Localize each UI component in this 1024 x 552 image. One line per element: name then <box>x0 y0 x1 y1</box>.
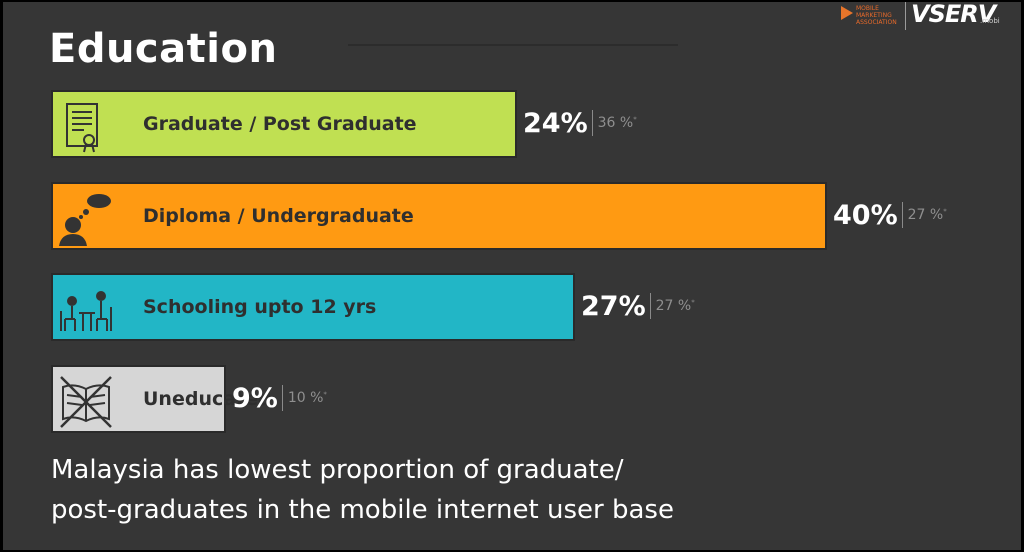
bar-value-label: 24% 36 %* <box>523 103 637 143</box>
bar-uneducated: Uneducated <box>51 365 272 433</box>
footnote-line-2: post-graduates in the mobile internet us… <box>51 495 674 525</box>
comparison-value: 27 %* <box>655 298 695 314</box>
value-separator <box>281 385 283 411</box>
comparison-marker: * <box>691 298 695 307</box>
crossed-book-icon <box>59 375 113 429</box>
bar-schooling-upto-12-yrs: Schooling upto 12 yrs <box>51 273 575 341</box>
value-percent: 27% <box>581 290 646 322</box>
bar-label: Diploma / Undergraduate <box>143 205 414 227</box>
logo-divider <box>905 2 906 30</box>
vserv-logo: VSERV <box>911 0 996 28</box>
value-separator <box>591 110 593 136</box>
bar-label: Schooling upto 12 yrs <box>143 296 377 318</box>
bar-graduate-post-graduate: Graduate / Post Graduate <box>51 90 517 158</box>
value-separator <box>649 293 651 319</box>
bar-diploma-undergraduate: Diploma / Undergraduate <box>51 182 827 250</box>
comparison-marker: * <box>943 207 947 216</box>
title-divider <box>348 44 678 46</box>
vserv-logo-suffix: .mobi <box>980 17 1000 25</box>
comparison-value: 27 %* <box>907 207 947 223</box>
comparison-marker: * <box>323 390 327 399</box>
value-separator <box>901 202 903 228</box>
thinking-person-icon <box>59 192 113 246</box>
comparison-marker: * <box>633 115 637 124</box>
value-percent: 40% <box>833 199 898 231</box>
bar-label: Graduate / Post Graduate <box>143 113 417 135</box>
footnote: Malaysia has lowest proportion of gradua… <box>51 450 751 530</box>
mma-logo-text: MOBILE MARKETING ASSOCIATION <box>856 5 897 26</box>
mma-logo: MOBILE MARKETING ASSOCIATION <box>841 4 901 28</box>
bar-value-label: 9% 10 %* <box>232 378 327 418</box>
bar-value-label: 27% 27 %* <box>581 286 695 326</box>
mma-mark-icon <box>841 6 853 20</box>
footnote-line-1: Malaysia has lowest proportion of gradua… <box>51 455 624 485</box>
comparison-value: 36 %* <box>597 115 637 131</box>
comparison-value: 10 %* <box>287 390 327 406</box>
certificate-icon <box>59 100 113 154</box>
bar-value-label: 40% 27 %* <box>833 195 947 235</box>
infographic-canvas: Education MOBILE MARKETING ASSOCIATION V… <box>3 0 1021 550</box>
bar-label: Uneducated <box>143 388 272 410</box>
value-percent: 9% <box>232 382 278 414</box>
page-title: Education <box>49 26 278 72</box>
student-teacher-icon <box>59 283 113 337</box>
value-percent: 24% <box>523 107 588 139</box>
